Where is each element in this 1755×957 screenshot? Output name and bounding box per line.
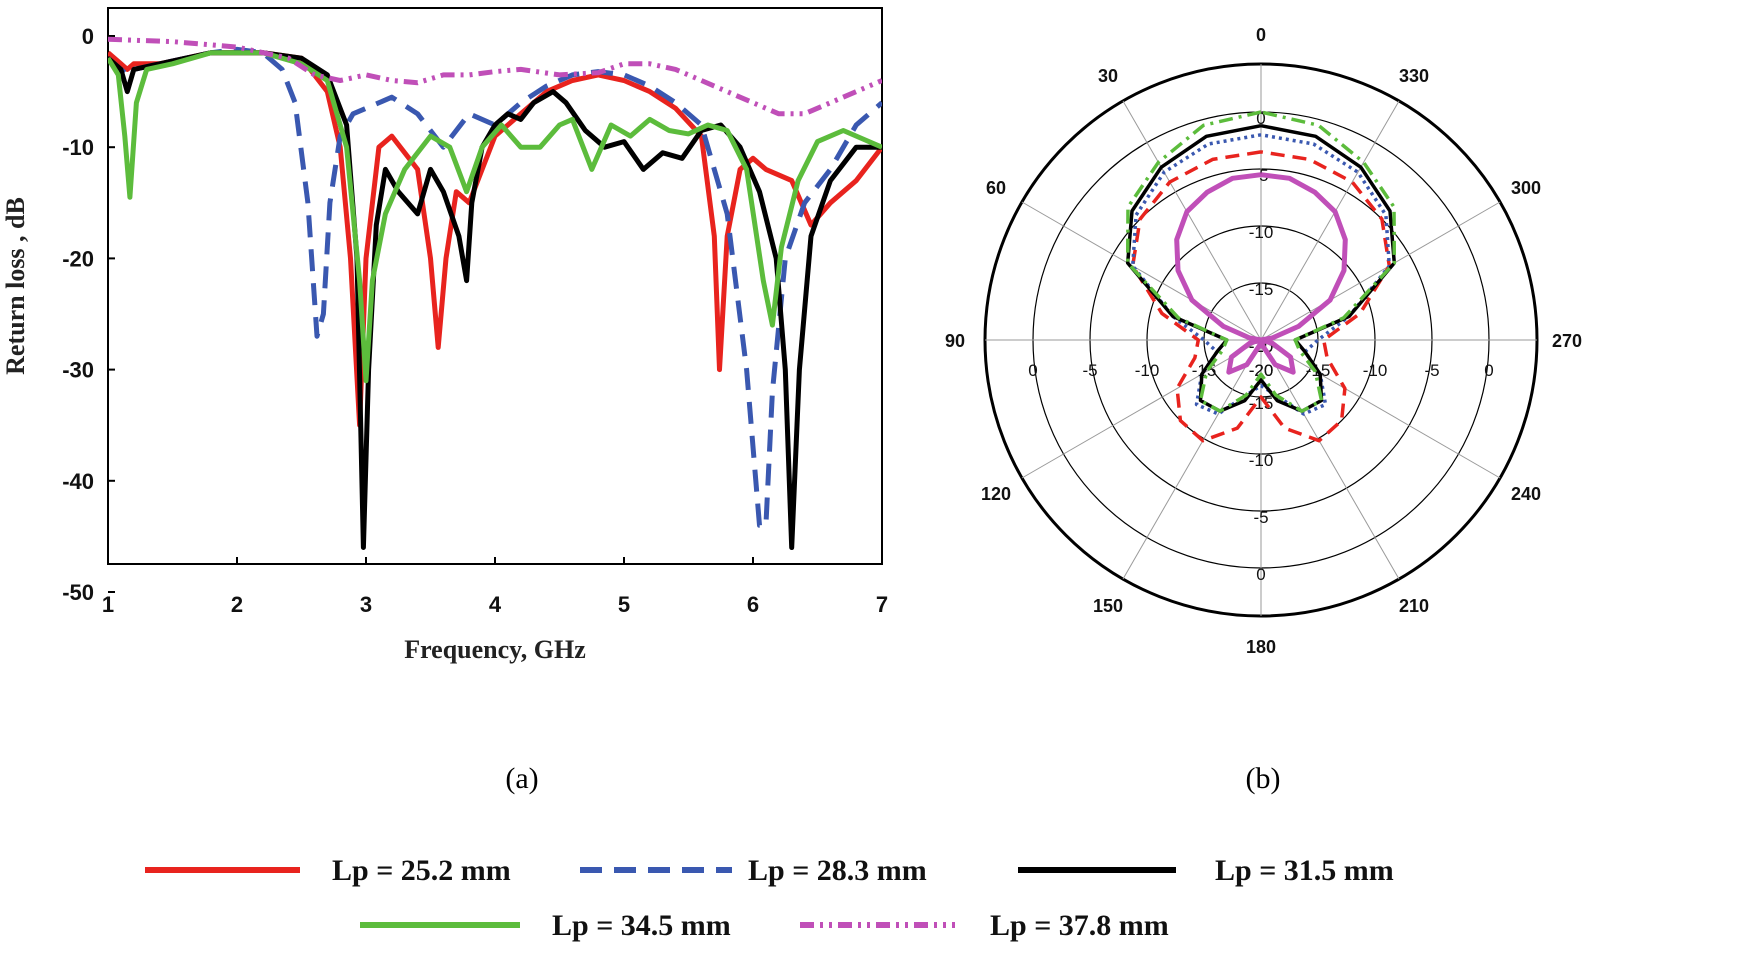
x-tick-label: 6 xyxy=(747,592,759,617)
y-tick-label: -10 xyxy=(62,135,94,160)
polar-spoke xyxy=(1021,339,1262,479)
polar-series-lp-37-8-mm xyxy=(1174,172,1348,375)
series-line-lp-31-5-mm xyxy=(108,50,882,550)
series-line-lp-25-2-mm xyxy=(108,50,882,428)
polar-series-lp-34-5-mm xyxy=(1125,110,1397,413)
legend: Lp = 25.2 mm Lp = 28.3 mm Lp = 31.5 mm Lp =… xyxy=(145,854,1394,942)
polar-spoke xyxy=(1260,201,1501,341)
theta-tick-label: 120 xyxy=(981,484,1011,504)
y-tick-label: -40 xyxy=(62,469,94,494)
polar-spoke xyxy=(1260,339,1400,580)
theta-tick-label: 60 xyxy=(986,178,1006,198)
series-line-lp-34-5-mm xyxy=(108,50,882,384)
return-loss-chart: 0 -10 -20 -30 -40 -50 1 2 3 4 5 6 7 Frequency, GHz Ret… xyxy=(1,7,888,664)
y-tick-label: 0 xyxy=(82,24,94,49)
polar-spoke xyxy=(1260,339,1501,479)
legend-label-lp-34-5-mm: Lp = 34.5 mm xyxy=(552,909,731,942)
r-tick-label: -5 xyxy=(1082,361,1097,380)
x-tick-label: 7 xyxy=(876,592,888,617)
theta-tick-label: 150 xyxy=(1093,596,1123,616)
y-tick-label: -20 xyxy=(62,246,94,271)
r-tick-label: 0 xyxy=(1256,565,1265,584)
theta-tick-label: 300 xyxy=(1511,178,1541,198)
theta-tick-label: 210 xyxy=(1399,596,1429,616)
panel-b-label: (b) xyxy=(1246,762,1281,795)
r-tick-label: -10 xyxy=(1135,361,1160,380)
legend-label-lp-37-8-mm: Lp = 37.8 mm xyxy=(990,909,1169,942)
r-tick-label: 0 xyxy=(1484,361,1493,380)
x-tick-label: 1 xyxy=(102,592,114,617)
polar-spoke xyxy=(1021,201,1262,341)
y-tick-label: -50 xyxy=(62,580,94,605)
x-tick-label: 4 xyxy=(489,592,502,617)
legend-label-lp-28-3-mm: Lp = 28.3 mm xyxy=(748,854,927,887)
x-axis-title: Frequency, GHz xyxy=(404,635,586,664)
theta-tick-label: 270 xyxy=(1552,331,1582,351)
theta-tick-label: 240 xyxy=(1511,484,1541,504)
polar-spoke xyxy=(1122,100,1262,341)
r-tick-label: -5 xyxy=(1424,361,1439,380)
r-tick-label: -15 xyxy=(1249,280,1274,299)
series-line-lp-37-8-mm xyxy=(108,36,882,117)
r-tick-label: -20 xyxy=(1249,361,1274,380)
panel-a-label: (a) xyxy=(505,762,538,795)
r-tick-label: -10 xyxy=(1249,451,1274,470)
theta-tick-label: 90 xyxy=(945,331,965,351)
theta-tick-label: 330 xyxy=(1399,66,1429,86)
x-tick-label: 2 xyxy=(231,592,243,617)
theta-tick-label: 0 xyxy=(1256,25,1266,45)
theta-tick-label: 180 xyxy=(1246,637,1276,657)
r-tick-label: -20 xyxy=(1249,361,1274,380)
y-axis-title: Return loss , dB xyxy=(1,197,30,375)
r-tick-label: 0 xyxy=(1028,361,1037,380)
radiation-pattern-chart: 0306090120150180210240270300330-20-20-20… xyxy=(945,25,1582,657)
theta-tick-label: 30 xyxy=(1098,66,1118,86)
r-tick-label: -10 xyxy=(1249,223,1274,242)
r-tick-label: -10 xyxy=(1363,361,1388,380)
r-tick-label: -5 xyxy=(1253,508,1268,527)
legend-label-lp-31-5-mm: Lp = 31.5 mm xyxy=(1215,854,1394,887)
r-tick-label: -15 xyxy=(1249,394,1274,413)
y-tick-label: -30 xyxy=(62,358,94,383)
legend-label-lp-25-2-mm: Lp = 25.2 mm xyxy=(332,854,511,887)
polar-spoke xyxy=(1260,100,1400,341)
polar-spoke xyxy=(1122,339,1262,580)
x-tick-label: 3 xyxy=(360,592,372,617)
polar-series-lp-28-3-mm xyxy=(1130,133,1392,416)
x-tick-label: 5 xyxy=(618,592,630,617)
r-tick-label: 0 xyxy=(1256,109,1265,128)
